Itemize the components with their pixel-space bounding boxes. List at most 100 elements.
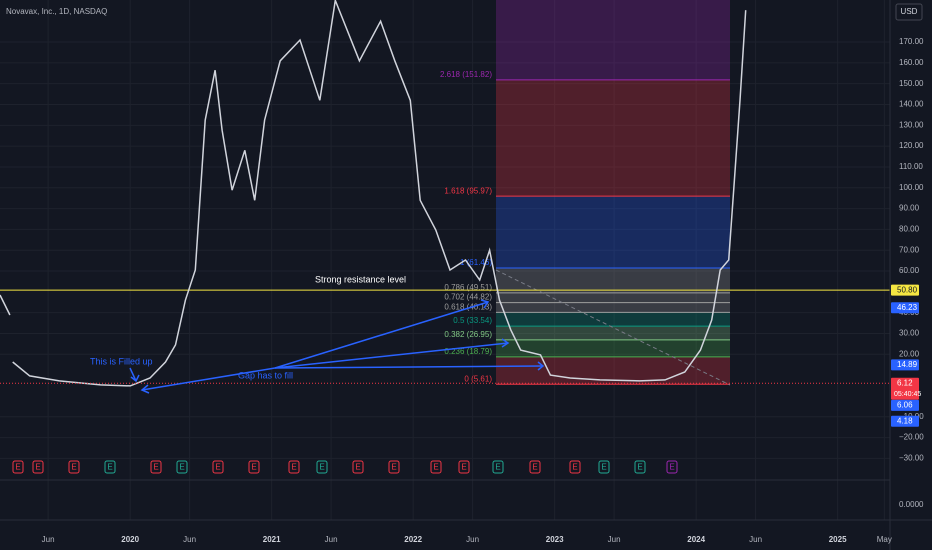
fib-band (496, 0, 730, 80)
symbol-title: Novavax, Inc., 1D, NASDAQ (6, 7, 107, 16)
arrow-head (140, 384, 150, 394)
earnings-label: E (153, 463, 158, 472)
currency-button[interactable] (895, 3, 923, 21)
arrow-head (480, 299, 490, 309)
earnings-label: E (601, 463, 606, 472)
x-tick-label: 2022 (404, 535, 422, 544)
annotation: This is Filled up (90, 356, 153, 366)
x-tick-label: Jun (466, 535, 479, 544)
y-tick-label: 170.00 (899, 37, 924, 46)
earnings-icon (529, 460, 541, 474)
earnings-icon (598, 460, 610, 474)
price-tag (891, 284, 919, 296)
price-line (0, 294, 11, 316)
fib-band (496, 196, 730, 268)
earnings-icon (104, 460, 116, 474)
earnings-icon (288, 460, 300, 474)
earnings-icon (634, 460, 646, 474)
fib-label: 0.702 (44.82) (444, 293, 492, 302)
earnings-label: E (572, 463, 577, 472)
price-axis (890, 0, 932, 550)
y-tick-label: 100.00 (899, 183, 924, 192)
fib-band (496, 292, 730, 303)
fib-label: 1.618 (95.97) (444, 186, 492, 195)
x-tick-label: Jun (608, 535, 621, 544)
price-line (12, 0, 747, 387)
earnings-label: E (532, 463, 537, 472)
y-tick-label: −20.00 (899, 433, 924, 442)
y-tick-label: 30.00 (899, 329, 920, 338)
resistance-label: Strong resistance level (315, 275, 406, 285)
earnings-icon (32, 460, 44, 474)
earnings-icon (316, 460, 328, 474)
earnings-label: E (35, 463, 40, 472)
earnings-icon (12, 460, 24, 474)
y-tick-label: 120.00 (899, 141, 924, 150)
y-tick-label: 80.00 (899, 225, 920, 234)
x-tick-label: 2021 (263, 535, 281, 544)
earnings-label: E (215, 463, 220, 472)
y-tick-label: 20.00 (899, 349, 920, 358)
price-tag-label: 6.06 (897, 400, 913, 409)
y-tick-label: 160.00 (899, 58, 924, 67)
trend-line (495, 269, 731, 386)
plot: Strong resistance level (0, 0, 890, 387)
earnings-label: E (433, 463, 438, 472)
earnings-icon (248, 460, 260, 474)
price-tag-label: 50.80 (897, 285, 918, 294)
fib-label: 0.382 (26.95) (444, 330, 492, 339)
fib-band (496, 302, 730, 313)
earnings-icon (388, 460, 400, 474)
earnings-label: E (637, 463, 642, 472)
y-tick-label: 130.00 (899, 120, 924, 129)
x-tick-label: 2023 (546, 535, 564, 544)
x-tick-label: Jun (325, 535, 338, 544)
fib-label: 2.618 (151.82) (440, 70, 492, 79)
arrow (129, 367, 137, 382)
earnings-label: E (71, 463, 76, 472)
fib-band (496, 326, 730, 340)
price-tag (891, 415, 919, 427)
price-tag (891, 377, 919, 400)
fib-label: 0.5 (33.54) (453, 316, 492, 325)
price-tag-label: 6.12 (897, 378, 913, 387)
fib-band (496, 267, 730, 293)
x-tick-label: May (877, 535, 892, 544)
earnings-icon (176, 460, 188, 474)
arrows (129, 299, 545, 394)
earnings-label: E (251, 463, 256, 472)
earnings-label: E (495, 463, 500, 472)
fib-label: 0.236 (18.79) (444, 347, 492, 356)
earnings-label: E (107, 463, 112, 472)
currency[interactable]: USD (901, 7, 918, 16)
price-tags: 50.80 46.23 14.89 6.12 05:40:45 6.06 4.18 (891, 284, 921, 427)
price-tag (891, 302, 919, 314)
price-tag-label: 14.89 (897, 360, 918, 369)
earnings-label: E (355, 463, 360, 472)
earnings-icon (212, 460, 224, 474)
x-tick-label: 2024 (687, 535, 705, 544)
earnings-icon (430, 460, 442, 474)
earnings-label: E (669, 463, 674, 472)
earnings-icon (352, 460, 364, 474)
x-tick-label: Jun (183, 535, 196, 544)
annotation: Gap has to fill (238, 370, 293, 380)
earnings-label: E (461, 463, 466, 472)
y-tick-label: 140.00 (899, 100, 924, 109)
arrow-head (501, 338, 510, 348)
earnings-label: E (15, 463, 20, 472)
x-tick-label: Jun (42, 535, 55, 544)
arrow-head (130, 374, 140, 383)
arrow (274, 365, 544, 369)
earnings-icon (666, 460, 678, 474)
fib-band (496, 312, 730, 327)
earnings-icon (569, 460, 581, 474)
arrow (141, 367, 276, 391)
fib-retracement: 0 (5.61) 0.236 (18.79) 0.382 (26.95) 0.5 (3… (440, 0, 730, 385)
price-tag (891, 359, 919, 371)
earnings-icon (458, 460, 470, 474)
y-tick-label: 70.00 (899, 245, 920, 254)
